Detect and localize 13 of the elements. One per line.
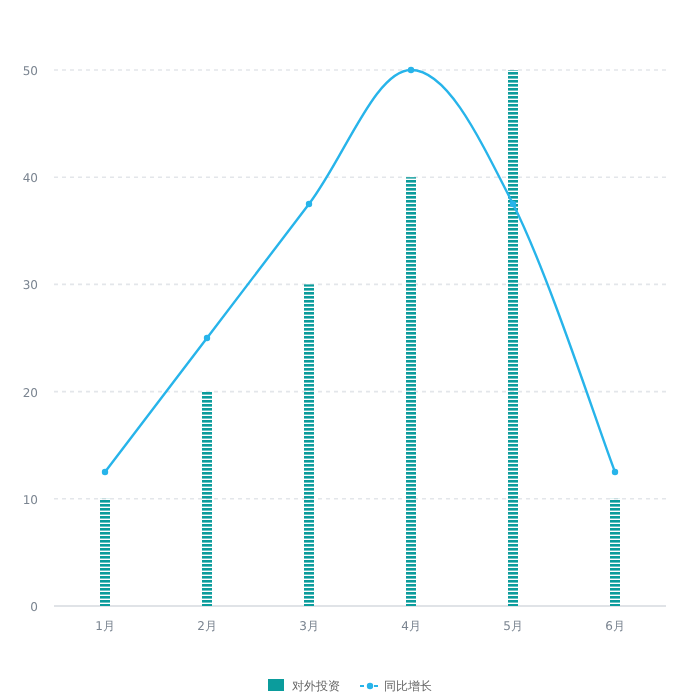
bar	[406, 177, 416, 606]
bar	[304, 284, 314, 606]
bar	[610, 498, 620, 606]
point	[509, 200, 517, 208]
point	[203, 334, 211, 342]
point	[611, 468, 619, 476]
point	[407, 66, 415, 74]
line-series	[101, 66, 619, 476]
bar	[508, 70, 518, 606]
point	[101, 468, 109, 476]
bar	[100, 498, 110, 606]
bar	[202, 391, 212, 606]
point	[305, 200, 313, 208]
